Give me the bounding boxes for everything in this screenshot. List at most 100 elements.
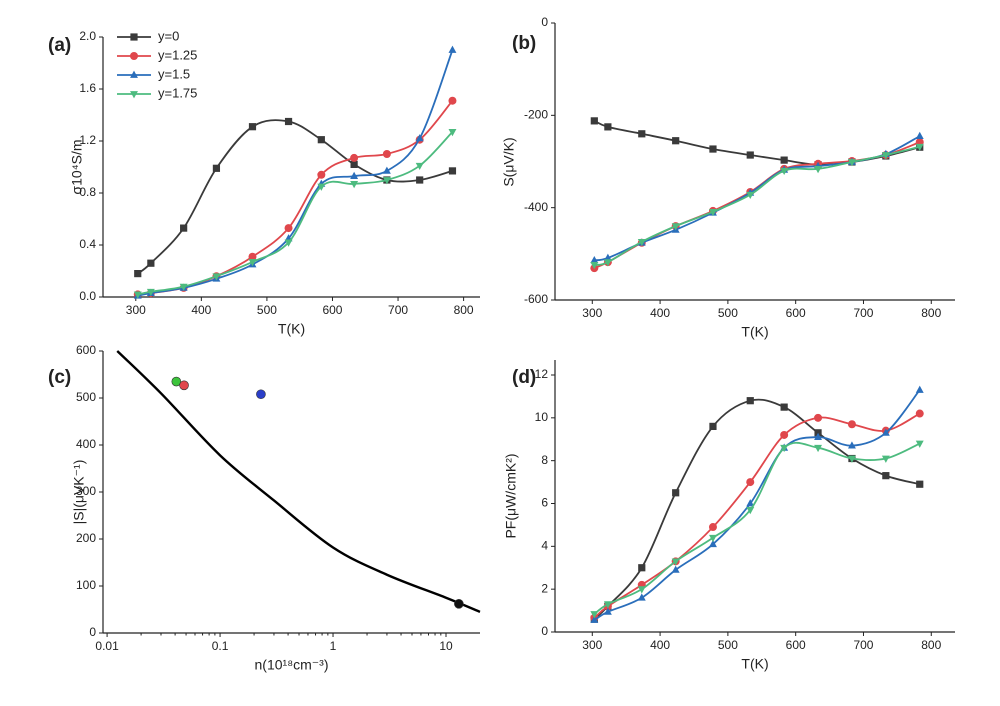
marker xyxy=(637,593,646,601)
x-tick-label: 10 xyxy=(439,639,453,653)
y-tick-label: -200 xyxy=(524,108,548,122)
marker xyxy=(448,167,457,175)
panel-label: (a) xyxy=(48,35,71,56)
marker xyxy=(350,181,359,189)
y-tick-label: 12 xyxy=(535,367,549,381)
marker xyxy=(671,565,680,573)
marker xyxy=(130,33,138,41)
y-tick-label: 0 xyxy=(541,15,548,29)
marker xyxy=(709,422,717,430)
x-tick-label: 300 xyxy=(582,306,602,320)
marker xyxy=(590,117,598,125)
marker xyxy=(415,134,424,142)
marker xyxy=(708,523,717,532)
marker xyxy=(746,397,754,405)
y-tick-label: 2 xyxy=(541,581,548,595)
x-tick-label: 300 xyxy=(126,303,146,317)
x-tick-label: 800 xyxy=(921,306,941,320)
marker xyxy=(709,145,717,153)
marker xyxy=(603,253,612,261)
marker xyxy=(248,252,257,261)
marker xyxy=(416,176,424,184)
y-tick-label: 200 xyxy=(76,531,96,545)
marker xyxy=(881,428,890,436)
y-tick-label: 600 xyxy=(76,343,96,357)
marker xyxy=(637,586,646,594)
marker xyxy=(847,159,856,167)
marker xyxy=(604,123,612,131)
y-tick-label: 0 xyxy=(541,624,548,638)
marker xyxy=(847,441,856,449)
marker xyxy=(133,291,142,299)
marker xyxy=(382,166,391,174)
y-tick-label: 8 xyxy=(541,453,548,467)
marker xyxy=(915,143,924,152)
marker xyxy=(915,440,924,448)
marker xyxy=(814,432,823,440)
marker xyxy=(847,420,856,429)
marker xyxy=(881,455,890,463)
marker xyxy=(780,167,789,176)
x-tick-label: 700 xyxy=(853,638,873,652)
marker xyxy=(814,166,823,174)
data-point xyxy=(171,376,182,387)
series-line xyxy=(137,49,454,297)
y-tick-label: 400 xyxy=(76,437,96,451)
marker xyxy=(317,170,326,179)
series-line xyxy=(137,131,454,296)
x-tick-label: 400 xyxy=(650,306,670,320)
marker xyxy=(814,413,823,422)
data-point xyxy=(454,599,464,609)
marker xyxy=(671,223,680,231)
marker xyxy=(603,601,612,609)
legend-label: y=0 xyxy=(158,28,179,43)
marker xyxy=(212,273,221,281)
marker xyxy=(709,539,717,548)
series-line xyxy=(593,141,921,269)
y-tick-label: 0.0 xyxy=(79,289,96,303)
x-tick-label: 1 xyxy=(330,639,337,653)
y-axis-title: PF(μW/cmK²) xyxy=(503,453,519,538)
data-point xyxy=(179,380,189,391)
y-tick-label: -600 xyxy=(524,292,548,306)
x-tick-label: 0.1 xyxy=(212,639,229,653)
y-tick-label: 4 xyxy=(541,539,548,553)
marker xyxy=(814,444,823,453)
x-tick-label: 300 xyxy=(582,638,602,652)
y-tick-label: 6 xyxy=(541,496,548,510)
marker xyxy=(130,52,138,60)
y-tick-label: 0.4 xyxy=(79,237,96,251)
marker xyxy=(915,131,924,139)
panel-label: (c) xyxy=(48,367,71,388)
marker xyxy=(746,151,754,159)
data-point xyxy=(256,389,266,400)
marker xyxy=(180,224,188,232)
x-tick-label: 0.01 xyxy=(95,639,119,653)
y-tick-label: 100 xyxy=(76,578,96,592)
legend-label: y=1.75 xyxy=(158,85,197,100)
marker xyxy=(847,455,856,463)
marker xyxy=(284,224,293,233)
x-tick-label: 600 xyxy=(322,303,342,317)
marker xyxy=(882,472,890,480)
y-tick-label: -400 xyxy=(524,200,548,214)
y-tick-label: 10 xyxy=(535,410,549,424)
marker xyxy=(248,259,257,267)
marker xyxy=(590,611,599,619)
x-tick-label: 400 xyxy=(650,638,670,652)
marker xyxy=(590,262,599,270)
marker xyxy=(284,239,293,247)
y-tick-label: 2.0 xyxy=(79,29,96,43)
marker xyxy=(179,283,188,291)
marker xyxy=(915,385,924,393)
y-tick-label: 1.6 xyxy=(79,81,96,95)
model-curve xyxy=(116,350,481,613)
y-axis-title: S(μV/K) xyxy=(501,137,517,186)
marker xyxy=(350,160,358,168)
marker xyxy=(637,238,646,247)
y-tick-label: 0 xyxy=(89,625,96,639)
series-line xyxy=(137,100,454,296)
marker xyxy=(147,259,155,267)
marker xyxy=(590,255,599,264)
